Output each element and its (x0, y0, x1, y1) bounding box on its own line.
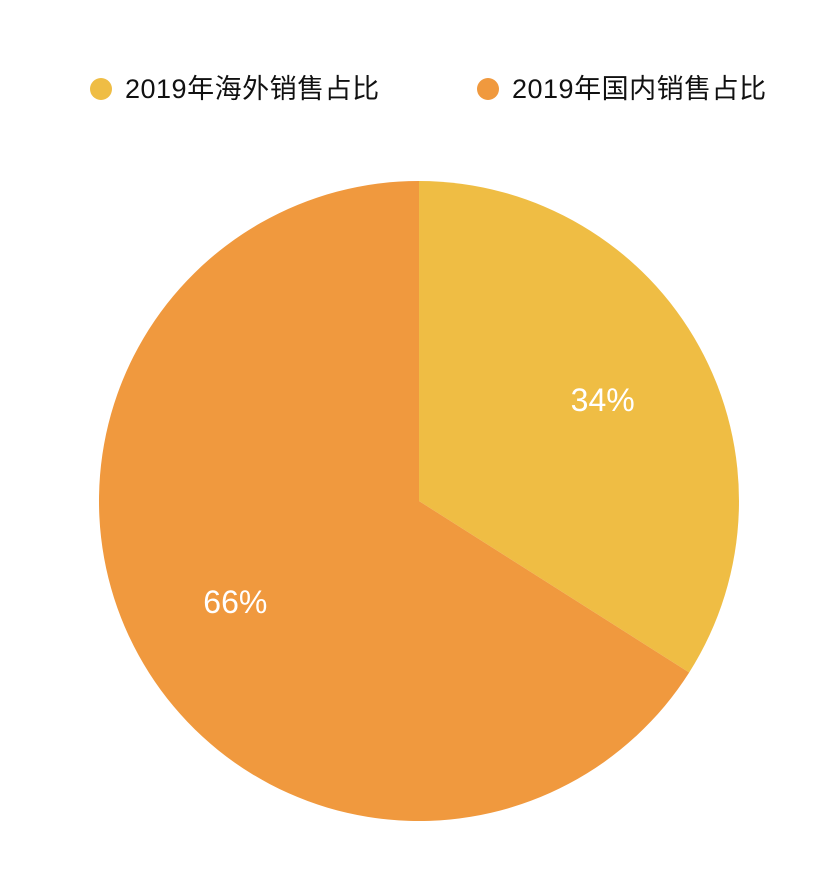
legend-swatch-domestic-icon (477, 78, 499, 100)
legend-label-domestic: 2019年国内销售占比 (512, 74, 767, 104)
legend-label-overseas: 2019年海外销售占比 (125, 74, 380, 104)
pie-slice-label-0: 34% (571, 382, 635, 418)
pie-slice-label-1: 66% (203, 584, 267, 620)
legend-item-domestic[interactable]: 2019年国内销售占比 (477, 74, 767, 104)
legend-item-overseas[interactable]: 2019年海外销售占比 (90, 74, 380, 104)
pie-slice-0[interactable] (419, 181, 739, 673)
pie-slice-1[interactable] (98, 181, 690, 821)
legend-swatch-overseas-icon (90, 78, 112, 100)
